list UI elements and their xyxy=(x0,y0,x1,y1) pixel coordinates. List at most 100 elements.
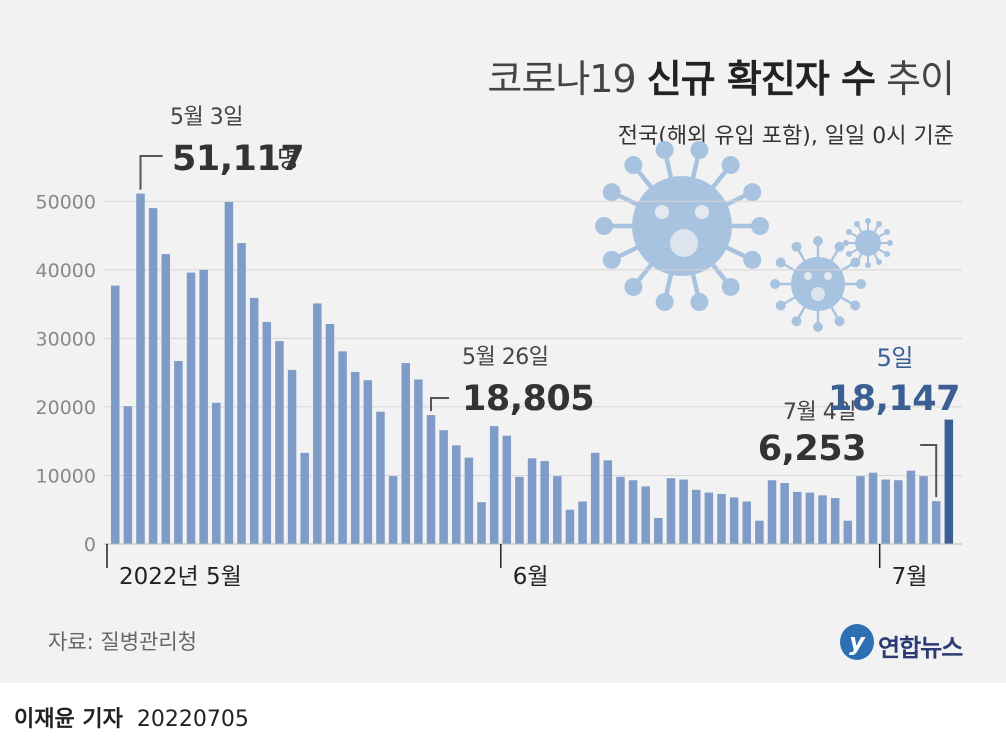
virus-body xyxy=(791,257,845,311)
bar xyxy=(111,285,120,544)
bar xyxy=(894,480,903,544)
bar xyxy=(388,476,398,544)
bar xyxy=(414,379,423,544)
virus-knob xyxy=(845,251,852,257)
bar xyxy=(818,495,827,544)
chart-subtitle: 전국(해외 유입 포함), 일일 0시 기준 xyxy=(617,124,954,149)
byline: 이재윤 기자 20220705 xyxy=(14,701,249,733)
virus-eye xyxy=(655,205,669,219)
bar xyxy=(616,476,625,544)
virus-eye xyxy=(804,272,812,280)
virus-knob xyxy=(690,140,709,159)
bar xyxy=(464,457,474,544)
bar xyxy=(717,493,726,544)
x-tick-label: 2022년 5월 xyxy=(119,564,242,590)
virus-knob xyxy=(813,322,823,332)
virus-knob xyxy=(854,259,860,266)
annotation-date: 7월 4일 xyxy=(783,400,856,425)
virus-knob xyxy=(884,251,891,257)
virus-knob xyxy=(743,250,762,269)
bar xyxy=(452,445,461,544)
virus-knob xyxy=(770,279,780,289)
bar xyxy=(628,480,638,544)
annotation-leader xyxy=(430,397,449,412)
virus-body xyxy=(855,230,881,256)
virus-knob xyxy=(876,259,882,266)
virus-knob xyxy=(791,316,802,327)
y-tick-label: 50000 xyxy=(36,191,96,213)
bar xyxy=(136,193,145,544)
bar xyxy=(224,201,234,544)
virus-knob xyxy=(721,277,740,296)
title-part-1: 코로나19 xyxy=(487,57,636,101)
bar xyxy=(123,406,133,544)
virus-knob xyxy=(834,241,845,252)
bar xyxy=(426,415,436,544)
bar xyxy=(679,479,688,544)
bar xyxy=(553,476,562,544)
bar xyxy=(199,269,208,544)
yonhap-logo-icon: y xyxy=(840,624,874,660)
bar xyxy=(767,480,777,544)
large-virus-icon xyxy=(595,140,769,312)
title-part-2: 신규 확진자 수 xyxy=(646,57,876,101)
bar xyxy=(275,341,284,544)
bar xyxy=(249,297,259,544)
bar xyxy=(641,486,650,544)
bar xyxy=(691,489,701,544)
y-tick-label: 20000 xyxy=(36,397,96,419)
virus-illustration-group xyxy=(595,140,893,332)
bar xyxy=(881,479,890,544)
yonhap-logo: y 연합뉴스 xyxy=(840,622,980,666)
virus-eye xyxy=(824,272,832,280)
bar xyxy=(906,470,916,544)
y-tick-label: 10000 xyxy=(36,465,96,487)
title-part-3: 추이 xyxy=(886,57,955,101)
virus-knob xyxy=(843,240,849,246)
virus-eye xyxy=(695,205,709,219)
bar xyxy=(704,492,714,544)
virus-knob xyxy=(854,220,860,227)
virus-body xyxy=(632,176,732,276)
logo-text: 연합뉴스 xyxy=(878,634,963,662)
virus-knob xyxy=(595,217,613,235)
x-axis: 2022년 5월 6월 7월 xyxy=(104,543,962,590)
x-tick-label: 6월 xyxy=(513,564,549,590)
virus-knob xyxy=(813,236,823,246)
bar-chart: 0 10000 20000 30000 40000 50000 2022년 5월 6월 7월 … xyxy=(36,105,962,590)
bars xyxy=(111,193,954,545)
bar xyxy=(565,509,575,544)
bar xyxy=(856,476,865,544)
bar xyxy=(376,411,385,544)
virus-knob xyxy=(845,229,852,235)
virus-knob xyxy=(791,241,802,252)
virus-mouth xyxy=(811,287,825,301)
virus-knob xyxy=(655,293,674,312)
bar xyxy=(338,351,347,544)
bar xyxy=(527,458,537,544)
bar xyxy=(843,520,853,544)
bar xyxy=(186,272,196,544)
bar xyxy=(161,254,171,544)
bar xyxy=(350,371,360,544)
bar xyxy=(540,461,549,544)
y-tick-label: 40000 xyxy=(36,260,96,282)
bar xyxy=(793,491,802,544)
medium-virus-icon xyxy=(770,236,866,332)
small-virus-icon xyxy=(843,218,893,268)
publish-date: 20220705 xyxy=(136,707,249,732)
virus-knob xyxy=(856,279,866,289)
virus-knob xyxy=(690,293,709,312)
virus-knob xyxy=(876,220,882,227)
virus-knob xyxy=(602,183,621,202)
bar xyxy=(755,520,764,544)
annotation-leader xyxy=(920,444,938,498)
x-tick-label: 7월 xyxy=(892,564,928,590)
bar xyxy=(489,426,499,544)
bar xyxy=(931,501,941,544)
bar xyxy=(363,380,373,544)
chart-title: 코로나19 신규 확진자 수 추이 xyxy=(487,48,955,103)
virus-knob xyxy=(624,277,643,296)
virus-knob xyxy=(850,300,861,311)
virus-knob xyxy=(865,262,871,268)
